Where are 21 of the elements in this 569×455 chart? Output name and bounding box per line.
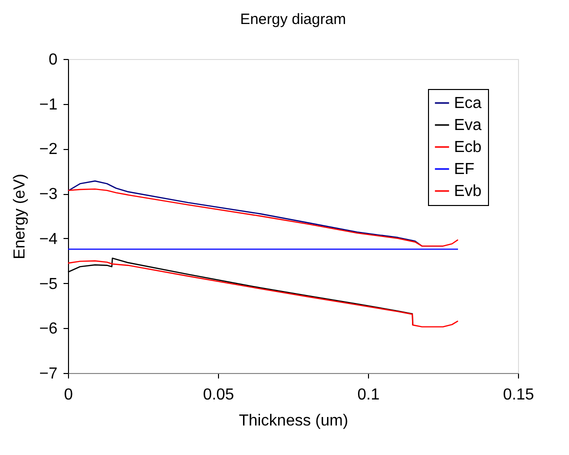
y-tick-label: −5 bbox=[39, 276, 58, 293]
legend-label: Evb bbox=[454, 183, 482, 200]
y-tick-label: −2 bbox=[39, 141, 58, 158]
x-tick-label: 0.1 bbox=[357, 386, 380, 404]
legend-label: Eva bbox=[454, 117, 482, 134]
x-axis-title: Thickness (um) bbox=[238, 412, 348, 430]
y-axis-title: Energy (eV) bbox=[11, 174, 28, 260]
x-tick-label: 0 bbox=[64, 386, 74, 404]
line-series bbox=[67, 260, 459, 328]
y-tick-label: −3 bbox=[39, 186, 58, 204]
legend-label: Ecb bbox=[454, 139, 482, 156]
legend-label: Eca bbox=[454, 95, 482, 112]
y-tick-label: 0 bbox=[48, 52, 58, 68]
chart-title: Energy diagram bbox=[240, 11, 346, 28]
y-tick-label: −7 bbox=[39, 366, 58, 382]
x-tick-label: 0.15 bbox=[502, 386, 534, 404]
y-tick-label: −4 bbox=[39, 230, 58, 248]
legend-label: EF bbox=[454, 161, 475, 178]
y-tick-label: −6 bbox=[39, 320, 58, 338]
y-tick-label: −1 bbox=[39, 96, 58, 114]
x-tick-label: 0.05 bbox=[202, 386, 234, 404]
